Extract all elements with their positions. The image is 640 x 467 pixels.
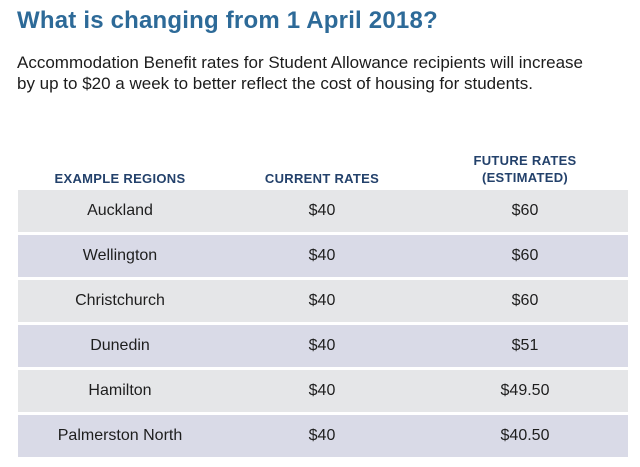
table-row: Wellington $40 $60: [18, 235, 628, 277]
region-cell: Wellington: [82, 247, 158, 264]
current-rate-cell: $40: [308, 427, 336, 444]
column-header-regions: EXAMPLE REGIONS: [54, 171, 186, 186]
column-header-future-rates-line2: (ESTIMATED): [481, 170, 569, 185]
current-rate-cell: $40: [308, 202, 336, 219]
current-rate-cell: $40: [308, 247, 336, 264]
intro-paragraph: Accommodation Benefit rates for Student …: [17, 53, 584, 93]
future-rate-cell: $60: [511, 247, 539, 264]
table-row: Christchurch $40 $60: [18, 280, 628, 322]
future-rate-cell: $40.50: [500, 427, 550, 444]
table-row: Hamilton $40 $49.50: [18, 370, 628, 412]
table-row: Dunedin $40 $51: [18, 325, 628, 367]
current-rate-cell: $40: [308, 337, 336, 354]
table-row: Auckland $40 $60: [18, 190, 628, 232]
column-header-future-rates: FUTURE RATES (ESTIMATED): [425, 152, 625, 186]
column-header-current-rates: CURRENT RATES: [264, 171, 380, 186]
region-cell: Dunedin: [90, 337, 150, 354]
region-cell: Palmerston North: [57, 427, 183, 444]
table-row: Palmerston North $40 $40.50: [18, 415, 628, 457]
current-rate-cell: $40: [308, 292, 336, 309]
future-rate-cell: $60: [511, 292, 539, 309]
future-rate-cell: $51: [511, 337, 539, 354]
column-header-future-rates-line1: FUTURE RATES: [473, 153, 577, 168]
region-cell: Hamilton: [88, 382, 152, 399]
region-cell: Christchurch: [75, 292, 165, 309]
future-rate-cell: $60: [511, 202, 539, 219]
current-rate-cell: $40: [308, 382, 336, 399]
region-cell: Auckland: [87, 202, 153, 219]
future-rate-cell: $49.50: [500, 382, 550, 399]
rates-table: Auckland $40 $60 Wellington $40 $60 Chri…: [18, 190, 628, 460]
page-title: What is changing from 1 April 2018?: [17, 7, 438, 34]
